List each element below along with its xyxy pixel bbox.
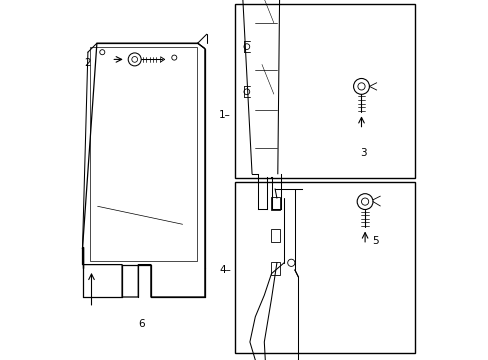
- Text: 4–: 4–: [219, 265, 230, 275]
- Bar: [90, 47, 197, 261]
- Bar: [271, 229, 280, 242]
- Bar: [271, 262, 280, 275]
- Bar: [235, 4, 415, 178]
- Text: 6: 6: [138, 319, 145, 329]
- Text: 5: 5: [371, 236, 378, 246]
- Bar: [235, 182, 415, 353]
- Bar: [271, 197, 280, 210]
- Text: 2: 2: [84, 58, 91, 68]
- Text: 1–: 1–: [219, 110, 230, 120]
- Text: 3: 3: [359, 148, 366, 158]
